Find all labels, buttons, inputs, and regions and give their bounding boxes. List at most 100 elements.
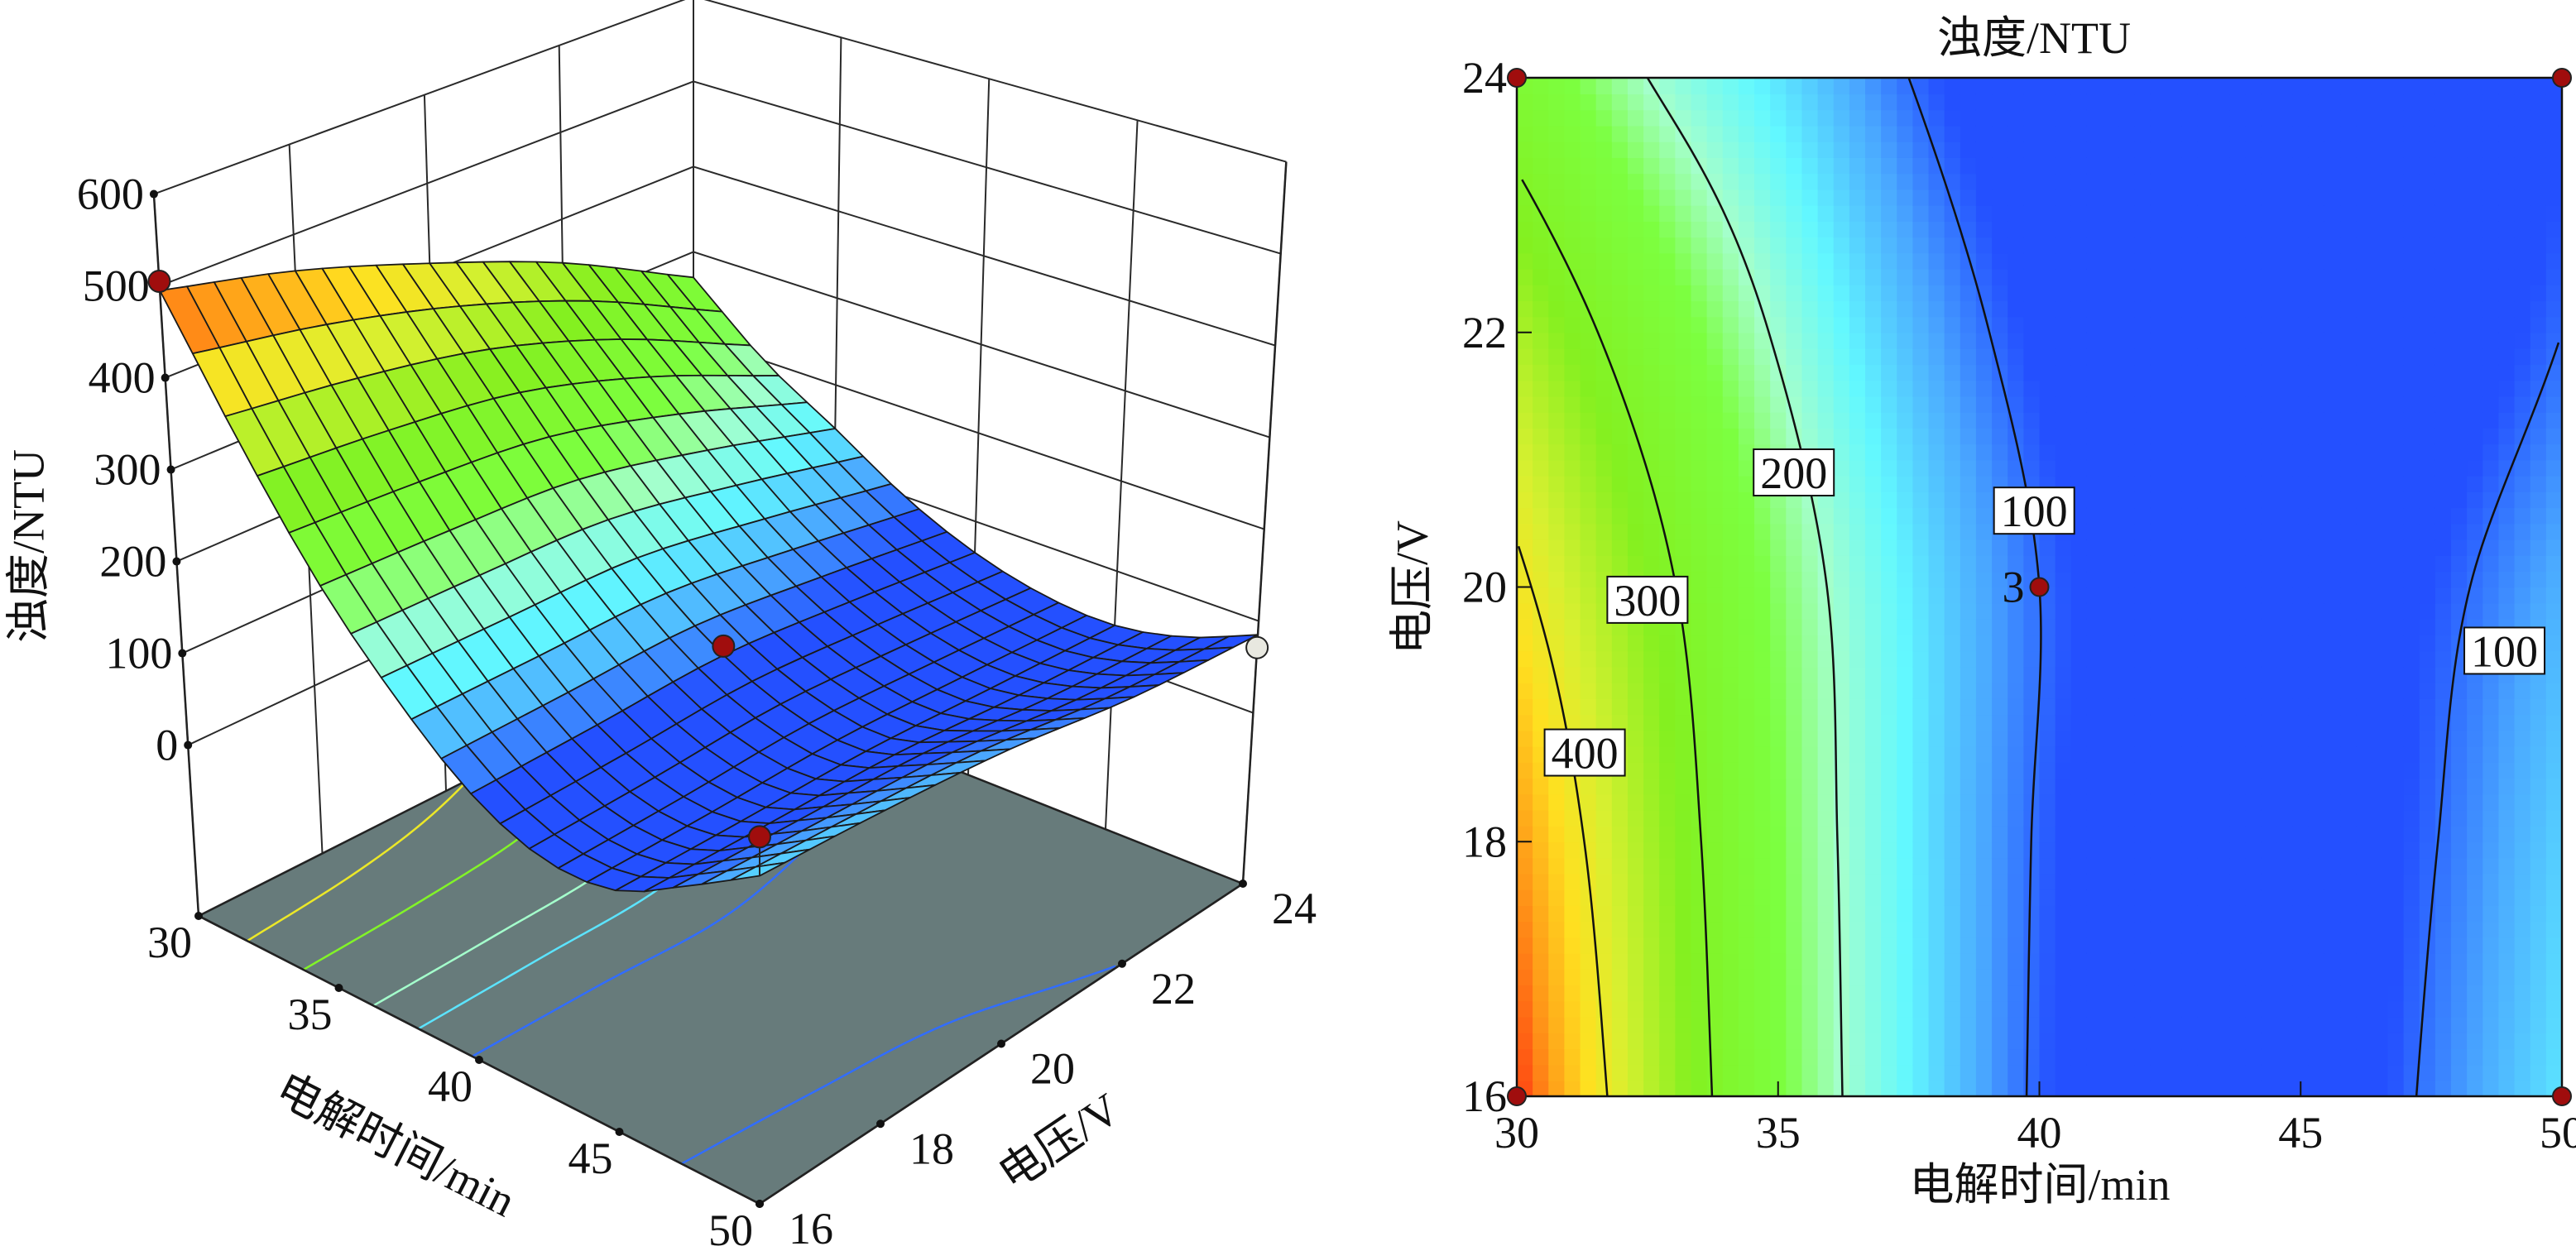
heatmap-cell [2134, 268, 2151, 285]
heatmap-cell [2118, 475, 2136, 492]
heatmap-cell [1881, 395, 1898, 413]
heatmap-cell [1595, 650, 1613, 668]
heatmap-cell [2086, 666, 2103, 683]
heatmap-cell [2467, 826, 2484, 843]
heatmap-cell [2403, 587, 2420, 604]
heatmap-cell [2372, 985, 2389, 1002]
heatmap-cell [1944, 332, 1961, 349]
heatmap-cell [1611, 1064, 1629, 1081]
heatmap-cell [1754, 428, 1771, 445]
heatmap-cell [1580, 602, 1597, 620]
heatmap-cell [1659, 985, 1677, 1002]
heatmap-cell [1975, 618, 1993, 636]
heatmap-cell [1564, 1064, 1581, 1081]
heatmap-cell [2134, 459, 2151, 477]
heatmap-cell [2530, 141, 2547, 158]
heatmap-cell [2356, 985, 2373, 1002]
heatmap-cell [2197, 491, 2214, 509]
heatmap-cell [1533, 237, 1550, 254]
heatmap-cell [2467, 985, 2484, 1002]
heatmap-cell [1738, 905, 1755, 923]
heatmap-cell [1533, 1033, 1550, 1050]
heatmap-cell [1722, 873, 1739, 890]
heatmap-cell [1801, 921, 1819, 938]
heatmap-cell [1595, 937, 1613, 954]
heatmap-cell [1627, 1064, 1644, 1081]
heatmap-cell [1849, 793, 1866, 811]
heatmap-cell [1849, 1048, 1866, 1066]
heatmap-cell [1801, 714, 1819, 731]
heatmap-cell [1627, 221, 1644, 238]
heatmap-cell [1801, 395, 1819, 413]
heatmap-cell [2245, 682, 2262, 699]
heatmap-cell [2166, 1016, 2183, 1033]
heatmap-cell [1770, 189, 1787, 206]
heatmap-cell [2166, 189, 2183, 206]
heatmap-cell [2514, 793, 2531, 811]
heatmap-cell [2070, 316, 2088, 333]
heatmap-cell [2292, 1048, 2310, 1066]
heatmap-cell [2086, 475, 2103, 492]
heatmap-cell [2530, 555, 2547, 573]
heatmap-cell [2181, 173, 2199, 190]
heatmap-cell [1580, 78, 1597, 95]
heatmap-cell [2181, 189, 2199, 206]
heatmap-cell [1675, 969, 1692, 986]
heatmap-cell [1738, 698, 1755, 716]
heatmap-cell [2340, 300, 2358, 318]
heatmap-cell [1548, 109, 1566, 127]
heatmap-cell [2308, 809, 2325, 827]
heatmap-cell [1517, 237, 1533, 254]
heatmap-cell [1533, 1048, 1550, 1066]
heatmap-cell [2482, 78, 2500, 95]
heatmap-cell [2103, 395, 2119, 413]
heatmap-cell [1944, 682, 1961, 699]
heatmap-cell [1675, 443, 1692, 461]
heatmap-cell [2261, 618, 2278, 636]
heatmap-cell [2434, 173, 2452, 190]
heatmap-cell [2197, 650, 2214, 668]
heatmap-cell [1595, 523, 1613, 540]
heatmap-cell [1580, 1016, 1597, 1033]
heatmap-cell [2118, 666, 2136, 683]
heatmap-cell [1611, 841, 1629, 859]
heatmap-cell [1881, 889, 1898, 906]
heatmap-cell [2340, 778, 2358, 795]
heatmap-cell [1580, 985, 1597, 1002]
heatmap-cell [1960, 539, 1977, 556]
heatmap-cell [2166, 826, 2183, 843]
heatmap-cell [1611, 682, 1629, 699]
heatmap-cell [2008, 364, 2025, 381]
heatmap-cell [1595, 252, 1613, 270]
heatmap-cell [1675, 873, 1692, 890]
heatmap-cell [1975, 141, 1993, 158]
heatmap-cell [1595, 395, 1613, 413]
heatmap-cell [2197, 857, 2214, 875]
heatmap-cell [1706, 1048, 1724, 1066]
heatmap-cell [1975, 411, 1993, 429]
heatmap-cell [1643, 762, 1661, 779]
heatmap-cell [1580, 778, 1597, 795]
heatmap-cell [2229, 78, 2247, 95]
heatmap-cell [2545, 300, 2563, 318]
heatmap-cell [1517, 507, 1533, 525]
heatmap-cell [2419, 682, 2436, 699]
heatmap-cell [2434, 905, 2452, 923]
heatmap-cell [1659, 348, 1677, 366]
heatmap-cell [1643, 857, 1661, 875]
heatmap-cell [2308, 173, 2325, 190]
heatmap-cell [2324, 793, 2341, 811]
heatmap-cell [2214, 395, 2230, 413]
heatmap-cell [2308, 778, 2325, 795]
heatmap-cell [1912, 1080, 1930, 1097]
heatmap-cell [2103, 1064, 2119, 1081]
heatmap-cell [2245, 666, 2262, 683]
heatmap-cell [2166, 268, 2183, 285]
heatmap-cell [2308, 1080, 2325, 1097]
heatmap-cell [1659, 857, 1677, 875]
heatmap-cell [1786, 268, 1803, 285]
heatmap-cell [1912, 571, 1930, 588]
heatmap-cell [1833, 411, 1850, 429]
heatmap-cell [1564, 1016, 1581, 1033]
heatmap-cell [2214, 173, 2230, 190]
